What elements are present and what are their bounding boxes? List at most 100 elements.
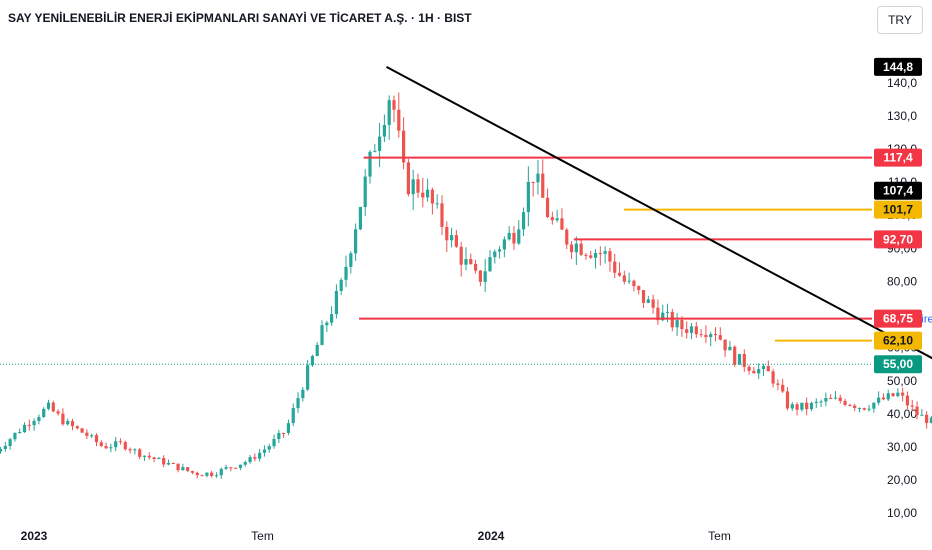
candle-body [272,439,276,447]
candle-body [742,354,746,367]
candle-body [339,279,343,291]
candle-body [200,475,204,477]
candle-body [80,428,84,433]
candle-body [37,416,41,422]
candle-body [488,257,492,272]
candle-body [675,320,679,328]
candle-body [94,435,99,443]
candle-body [128,449,132,451]
candle-body [905,395,910,406]
candle-body [368,151,372,177]
candle-body [344,266,348,280]
candle-body [771,371,775,384]
candle-body [61,413,65,425]
price-tag-label: 55,00 [883,357,913,371]
candle-body [843,400,847,405]
candle-body [829,397,833,399]
candle-body [709,334,713,338]
candle-body [114,441,118,448]
candle-body [761,365,766,370]
candle-body [862,408,866,410]
trendline-group [385,65,932,518]
horizontal-levels [0,156,872,365]
candle-body [454,235,458,247]
candle-body [18,432,22,434]
candle-body [694,326,698,335]
candle-body [872,402,876,409]
candle-body [877,397,881,403]
candle-body [838,397,842,401]
candle-body [27,424,31,426]
candle-body [99,442,103,447]
candle-body [46,402,51,409]
candle-body [310,356,315,366]
candle-body [354,229,358,254]
candle-body [574,243,578,253]
candle-body [358,207,363,230]
candle-body [56,411,60,414]
x-tick-label: Tem [251,529,274,543]
trendline[interactable] [385,65,932,518]
candle-body [392,100,396,110]
candle-body [406,162,410,195]
candle-body [387,100,391,125]
candle-body [536,173,540,183]
candle-body [493,251,497,258]
candle-body [800,402,804,410]
candle-body [214,475,219,477]
price-tag-label: 117,4 [883,151,913,165]
candle-body [627,280,631,282]
candle-body [330,314,334,323]
y-tick-label: 10,00 [887,506,917,520]
candle-body [425,189,430,198]
candle-body [219,468,223,476]
candle-body [507,232,511,240]
candle-body [109,447,113,449]
candle-body [766,365,770,372]
candle-body [497,249,502,252]
candle-body [891,393,895,397]
x-tick-label: 2024 [478,529,505,543]
candle-body [502,239,506,250]
candle-body [589,255,593,258]
x-axis: 2023Tem2024Tem2025Tem2026Tem [21,529,731,543]
candle-body [267,446,271,450]
candle-body [699,334,703,336]
y-tick-label: 140,0 [887,76,917,90]
candle-body [421,192,425,198]
candle-body [8,439,12,446]
candle-body [435,203,439,205]
candle-body [258,452,262,459]
candle-body [665,311,670,313]
candle-body [401,130,406,163]
candle-body [560,218,564,230]
price-tag [874,309,922,328]
candle-body [656,307,660,321]
candle-body [210,472,214,476]
candle-body [915,406,919,416]
candle-body [291,408,295,424]
candle-body [896,392,900,397]
candle-body [181,467,185,471]
candle-body [776,383,780,385]
candle-body [171,463,175,465]
candle-body [445,226,449,241]
candle-body [569,244,574,253]
price-tag [874,148,922,167]
candle-body [718,335,722,340]
candle-body [157,458,161,460]
candle-body [147,455,151,458]
candle-body [90,435,94,437]
candle-body [790,404,794,409]
price-tag-label: 68,75 [883,312,913,326]
currency-selector-button[interactable]: TRY [877,6,923,34]
y-tick-label: 30,00 [887,440,917,454]
candle-body [565,229,569,245]
candle-body [728,346,732,351]
candle-body [306,365,310,390]
candle-body [162,458,166,465]
candle-body [661,312,665,321]
candle-body [608,251,612,262]
price-tag [874,200,922,219]
